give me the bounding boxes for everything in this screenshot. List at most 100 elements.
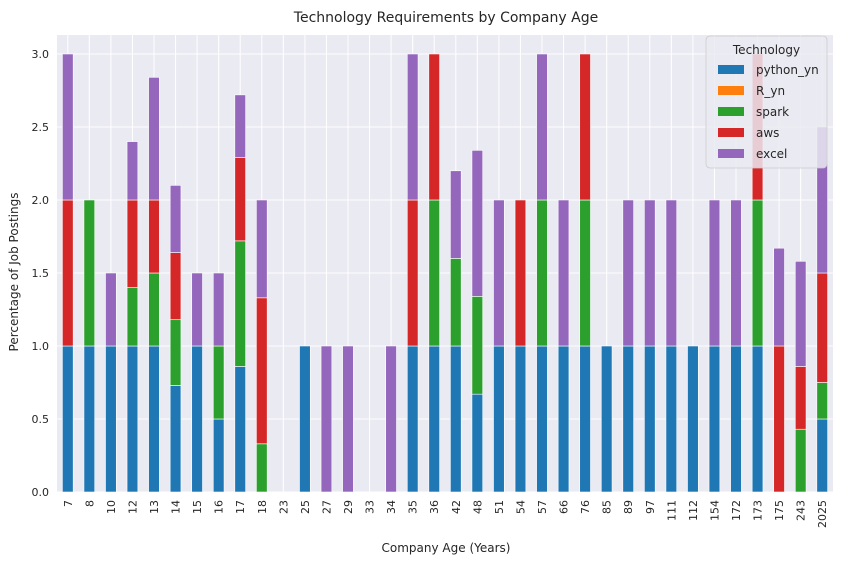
x-tick-label: 97	[644, 500, 657, 514]
bar-segment-python_yn-97	[644, 345, 656, 493]
x-tick-label: 66	[558, 500, 571, 514]
x-tick-label: 36	[428, 500, 441, 514]
legend-swatch-R_yn	[718, 86, 744, 95]
bar-segment-spark-8	[83, 199, 96, 347]
bar-segment-python_yn-66	[557, 345, 570, 493]
x-tick-label: 172	[730, 500, 743, 521]
bar-segment-python_yn-48	[471, 393, 484, 493]
x-tick-label: 243	[795, 500, 808, 521]
bar-segment-python_yn-111	[665, 345, 678, 493]
x-tick-label: 42	[450, 500, 463, 514]
bar-segment-excel-35	[406, 53, 419, 201]
bar-segment-python_yn-16	[212, 418, 225, 493]
x-tick-label: 7	[62, 500, 75, 507]
bar-segment-excel-10	[105, 272, 117, 347]
bar-segment-python_yn-54	[514, 345, 527, 493]
x-tick-label: 17	[234, 500, 247, 514]
bar-segment-spark-14	[169, 319, 182, 386]
x-tick-label: 35	[407, 500, 420, 514]
x-tick-label: 54	[514, 500, 527, 514]
x-tick-label: 89	[622, 500, 635, 514]
legend-swatch-excel	[718, 149, 744, 158]
legend-swatch-python_yn	[718, 65, 744, 74]
bar-segment-spark-12	[126, 287, 139, 347]
bar-segment-python_yn-15	[191, 345, 203, 493]
x-tick-label: 14	[170, 500, 183, 514]
bar-segment-python_yn-35	[406, 345, 419, 493]
x-tick-label: 27	[320, 500, 333, 514]
bar-segment-excel-243	[794, 261, 807, 367]
legend-label-spark: spark	[756, 105, 789, 119]
x-tick-label: 12	[126, 500, 139, 514]
legend-swatch-spark	[718, 107, 744, 116]
x-tick-label: 111	[665, 500, 678, 521]
bar-segment-excel-17	[234, 94, 246, 158]
bar-segment-aws-175	[773, 345, 785, 493]
y-tick-label: 1.0	[32, 340, 50, 353]
bar-segment-python_yn-42	[450, 345, 462, 493]
bar-segment-python_yn-14	[169, 385, 182, 493]
bar-segment-aws-7	[62, 199, 74, 347]
bar-segment-excel-18	[256, 199, 268, 299]
bar-segment-spark-57	[536, 199, 548, 347]
bar-segment-aws-13	[148, 199, 160, 274]
bar-segment-excel-111	[665, 199, 678, 347]
x-tick-label: 85	[601, 500, 614, 514]
bar-segment-excel-57	[536, 53, 548, 201]
x-tick-label: 173	[752, 500, 765, 521]
bar-segment-python_yn-112	[687, 345, 699, 493]
bar-segment-excel-13	[148, 77, 160, 201]
legend-label-python_yn: python_yn	[756, 63, 819, 77]
bar-segment-spark-48	[471, 296, 484, 395]
legend-label-aws: aws	[756, 126, 779, 140]
legend-swatch-aws	[718, 128, 744, 137]
x-tick-label: 175	[773, 500, 786, 521]
bar-segment-aws-243	[794, 366, 807, 430]
y-axis-label: Percentage of Job Postings	[7, 193, 21, 352]
x-axis-label: Company Age (Years)	[382, 541, 511, 555]
x-tick-label: 2025	[816, 500, 829, 528]
bar-segment-aws-36	[428, 53, 440, 201]
bar-segment-excel-172	[730, 199, 742, 347]
bar-segment-spark-13	[148, 272, 160, 347]
x-tick-label: 112	[687, 500, 700, 521]
x-tick-label: 8	[83, 500, 96, 507]
bar-segment-aws-18	[256, 297, 268, 445]
bar-segment-python_yn-17	[234, 366, 246, 493]
legend-title: Technology	[732, 43, 800, 57]
legend-label-excel: excel	[756, 147, 787, 161]
x-tick-label: 34	[385, 500, 398, 514]
bar-segment-python_yn-7	[62, 345, 74, 493]
bar-segment-aws-2025	[816, 272, 828, 383]
x-tick-label: 23	[277, 500, 290, 514]
x-tick-label: 51	[493, 500, 506, 514]
bar-segment-python_yn-172	[730, 345, 742, 493]
x-tick-label: 13	[148, 500, 161, 514]
x-tick-label: 25	[299, 500, 312, 514]
bar-segment-spark-18	[256, 443, 268, 493]
y-tick-label: 3.0	[32, 48, 50, 61]
bar-segment-spark-36	[428, 199, 440, 347]
bar-segment-python_yn-57	[536, 345, 548, 493]
y-tick-label: 0.5	[32, 413, 50, 426]
bar-segment-aws-54	[514, 199, 527, 347]
x-tick-label: 18	[256, 500, 269, 514]
bar-segment-spark-173	[751, 199, 764, 347]
bar-segment-excel-51	[493, 199, 505, 347]
x-tick-label: 154	[708, 500, 721, 521]
x-tick-label: 29	[342, 500, 355, 514]
bar-segment-python_yn-10	[105, 345, 117, 493]
bar-segment-excel-16	[212, 272, 225, 347]
bar-segment-spark-243	[794, 428, 807, 493]
x-tick-label: 48	[471, 500, 484, 514]
bar-segment-python_yn-8	[83, 345, 96, 493]
bar-segment-python_yn-13	[148, 345, 160, 493]
x-tick-label: 76	[579, 500, 592, 514]
bar-segment-excel-15	[191, 272, 203, 347]
bar-segment-python_yn-12	[126, 345, 139, 493]
bar-segment-spark-42	[450, 258, 462, 347]
y-tick-label: 2.0	[32, 194, 50, 207]
bar-segment-excel-34	[385, 345, 397, 493]
